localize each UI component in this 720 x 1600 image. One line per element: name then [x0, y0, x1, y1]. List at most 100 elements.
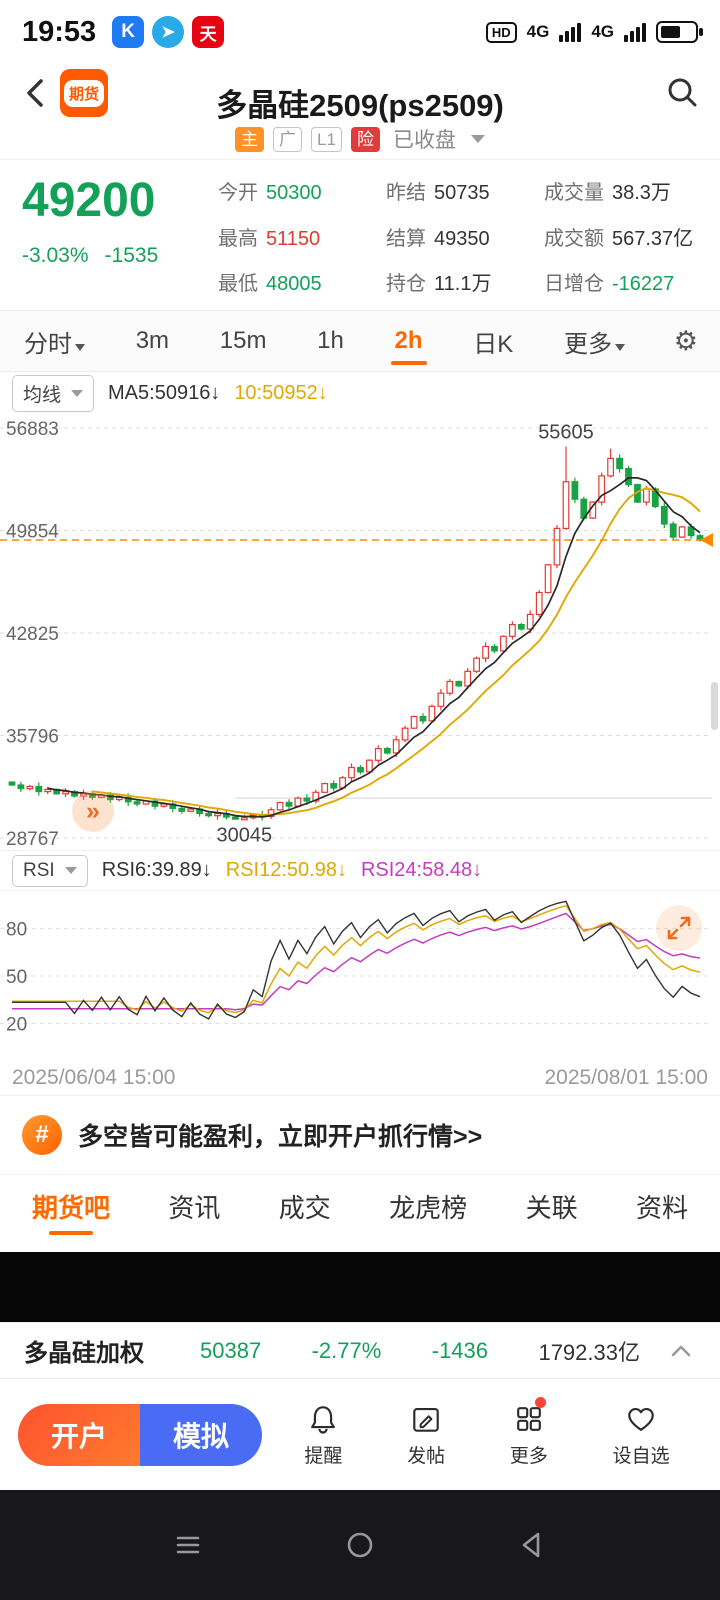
stat-value: 49350	[434, 227, 490, 250]
stat-value: -16227	[612, 273, 675, 295]
network-4g-icon-2: 4G	[591, 22, 614, 41]
more-button[interactable]: 更多	[510, 1397, 548, 1468]
quote-panel: 49200 -3.03% -1535 今开 50300 昨结 50735 成交量 38…	[0, 160, 720, 310]
tab-trades[interactable]: 成交	[278, 1193, 331, 1223]
tmall-icon: 天	[192, 16, 225, 48]
heart-icon	[628, 1408, 654, 1431]
back-button[interactable]	[18, 73, 58, 113]
badge-main-contract: 主	[235, 126, 265, 152]
back-triangle-icon[interactable]	[512, 1525, 552, 1565]
promo-text: 多空皆可能盈利，立即开户抓行情>>	[78, 1123, 483, 1151]
stat-value: 11.1万	[434, 273, 492, 295]
promo-banner[interactable]: # 多空皆可能盈利，立即开户抓行情>>	[0, 1096, 720, 1174]
last-price: 49200	[22, 174, 156, 227]
jump-to-latest-button[interactable]: »	[72, 790, 114, 832]
candlestick-chart[interactable]: 56883 49854 42825 35796 28767 55605 30045 »	[0, 414, 720, 850]
svg-text:35796: 35796	[6, 727, 59, 748]
app-header: 期货 多晶硅2509(ps2509) 主 广 L1 险 已收盘	[0, 64, 720, 160]
signal-bars-icon	[559, 22, 582, 42]
index-name: 多晶硅加权	[24, 1340, 144, 1367]
ma-selector[interactable]: 均线	[12, 374, 95, 412]
stat-value: 51150	[266, 227, 321, 250]
tab-daily-k[interactable]: 日K	[473, 330, 514, 358]
chart-scrollbar[interactable]	[711, 682, 718, 730]
tab-profile[interactable]: 资料	[635, 1193, 688, 1223]
svg-text:28767: 28767	[6, 829, 59, 850]
svg-text:42825: 42825	[6, 624, 59, 645]
svg-text:56883: 56883	[6, 419, 59, 440]
collapse-button[interactable]	[666, 1336, 696, 1366]
weighted-index-row[interactable]: 多晶硅加权 50387 -2.77% -1436 1792.33亿	[0, 1322, 720, 1378]
svg-text:80: 80	[6, 920, 27, 941]
triangle-down-icon	[75, 343, 85, 351]
hd-voice-icon: HD	[485, 21, 517, 43]
tab-more[interactable]: 更多	[562, 310, 627, 373]
x-axis-start: 2025/06/04 15:00	[12, 1065, 176, 1089]
fullscreen-expand-button[interactable]	[656, 905, 702, 951]
change-percent: -3.03%	[22, 244, 89, 267]
home-circle-icon[interactable]	[340, 1525, 380, 1565]
stat-label: 成交量	[544, 182, 604, 204]
tab-3m[interactable]: 3m	[135, 327, 170, 354]
badge-risk: 险	[350, 126, 380, 152]
ma5-label: MA5:50916↓	[108, 381, 221, 404]
ma10-label: 10:50952↓	[234, 381, 328, 404]
section-tab-bar: 期货吧 资讯 成交 龙虎榜 关联 资料	[0, 1174, 720, 1238]
account-buttons: 开户 模拟	[18, 1403, 262, 1466]
rsi6-label: RSI6:39.89↓	[101, 859, 212, 881]
app-icon-k: K	[112, 16, 145, 48]
tab-news[interactable]: 资讯	[168, 1193, 221, 1223]
hash-icon: #	[22, 1115, 62, 1155]
simulate-button[interactable]: 模拟	[140, 1403, 262, 1466]
stat-label: 最低	[218, 273, 258, 295]
bell-icon	[311, 1406, 336, 1434]
stat-label: 结算	[386, 227, 426, 250]
stat-value: 48005	[266, 273, 322, 295]
tab-2h[interactable]: 2h	[393, 313, 425, 369]
grid-icon	[516, 1407, 541, 1431]
stat-value: 38.3万	[612, 182, 671, 204]
telegram-icon: ➤	[152, 16, 185, 48]
chevron-down-icon[interactable]	[470, 135, 485, 143]
x-axis-labels: 2025/06/04 15:00 2025/08/01 15:00	[0, 1060, 720, 1096]
stat-label: 持仓	[386, 273, 426, 295]
candlestick-svg: 56883 49854 42825 35796 28767 55605 30045	[0, 419, 713, 850]
market-status[interactable]: 已收盘	[392, 129, 456, 152]
tab-timeline[interactable]: 分时	[22, 310, 87, 373]
post-button[interactable]: 发帖	[407, 1401, 445, 1468]
stat-label: 今开	[218, 182, 258, 204]
post-pencil-icon	[413, 1408, 439, 1432]
tab-15m[interactable]: 15m	[219, 327, 267, 354]
chevron-down-icon	[71, 389, 84, 397]
svg-text:30045: 30045	[216, 824, 272, 846]
open-account-button[interactable]: 开户	[18, 1403, 140, 1466]
alert-button[interactable]: 提醒	[304, 1401, 342, 1468]
tab-futures-forum[interactable]: 期货吧	[30, 1173, 112, 1240]
network-4g-icon: 4G	[526, 22, 550, 41]
gear-icon[interactable]: ⚙	[673, 325, 698, 356]
badge-l1: L1	[311, 126, 342, 152]
change-value: -1535	[104, 244, 159, 267]
search-button[interactable]	[662, 73, 702, 113]
tab-related[interactable]: 关联	[525, 1193, 578, 1223]
rsi12-label: RSI12:50.98↓	[225, 859, 347, 881]
stat-value: 50735	[434, 182, 490, 204]
bottom-action-bar: 开户 模拟 提醒 发帖 更多 设自选	[0, 1378, 720, 1490]
svg-text:55605: 55605	[538, 422, 594, 444]
add-watchlist-button[interactable]: 设自选	[613, 1401, 670, 1468]
index-change-percent: -2.77%	[311, 1337, 382, 1363]
recent-apps-icon[interactable]	[168, 1525, 208, 1565]
rsi-selector[interactable]: RSI	[12, 854, 88, 887]
spacer	[0, 1238, 720, 1252]
futures-app-logo: 期货	[60, 69, 108, 117]
signal-bars-icon-2	[624, 22, 646, 42]
tab-ranking[interactable]: 龙虎榜	[389, 1193, 468, 1223]
rsi-chart[interactable]: 80 50 20	[0, 890, 720, 1060]
rsi-svg: 80 50 20	[0, 900, 712, 1035]
tab-1h[interactable]: 1h	[317, 327, 344, 354]
rsi-indicator-header: RSI RSI6:39.89↓ RSI12:50.98↓ RSI24:58.48…	[0, 850, 720, 890]
index-amount: 1792.33亿	[538, 1339, 640, 1365]
page-title: 多晶硅2509(ps2509)	[216, 88, 504, 123]
index-change: -1436	[431, 1337, 489, 1363]
clock: 19:53	[22, 15, 97, 48]
